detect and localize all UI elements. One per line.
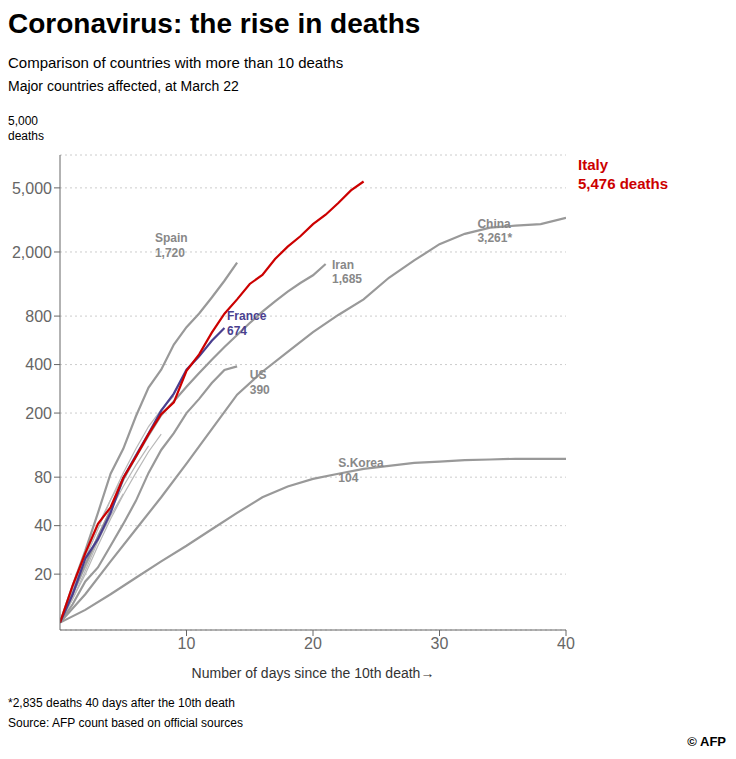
html-text:Comparison of countries with m: Comparison of countries with more than 1…: [8, 54, 344, 71]
svg-text:10: 10: [178, 635, 196, 652]
html-text:*2,835 deaths 40 days after th: *2,835 deaths 40 days after the 10th dea…: [8, 696, 235, 710]
html-text:Source: AFP count based on off: Source: AFP count based on official sour…: [8, 716, 243, 730]
svg-text:30: 30: [431, 635, 449, 652]
svg-text:Number of days since the 10th: Number of days since the 10th death→: [192, 665, 435, 681]
svg-text:400: 400: [25, 356, 52, 373]
html-text:Coronavirus: the rise in death: Coronavirus: the rise in deaths: [8, 8, 421, 39]
html-text:5,000: 5,000: [8, 114, 38, 128]
svg-text:2,000: 2,000: [12, 244, 52, 261]
svg-text:France674: France674: [227, 309, 267, 337]
html-text:© AFP: © AFP: [687, 734, 726, 749]
svg-text:40: 40: [34, 517, 52, 534]
svg-text:China3,261*: China3,261*: [477, 217, 512, 245]
svg-text:800: 800: [25, 308, 52, 325]
html-text:Italy: Italy: [578, 156, 608, 173]
svg-text:20: 20: [304, 635, 322, 652]
html-text:5,476 deaths: 5,476 deaths: [578, 175, 669, 192]
html-text:deaths: deaths: [8, 129, 44, 143]
svg-text:S.Korea104: S.Korea104: [338, 456, 384, 484]
svg-text:US390: US390: [250, 368, 270, 396]
svg-text:40: 40: [557, 635, 575, 652]
svg-text:Spain1,720: Spain1,720: [155, 231, 188, 259]
svg-text:200: 200: [25, 405, 52, 422]
svg-text:80: 80: [34, 469, 52, 486]
svg-text:Iran1,685: Iran1,685: [332, 258, 362, 286]
svg-text:5,000: 5,000: [12, 180, 52, 197]
html-text:Major countries affected, at M: Major countries affected, at March 22: [8, 78, 239, 94]
svg-text:20: 20: [34, 566, 52, 583]
